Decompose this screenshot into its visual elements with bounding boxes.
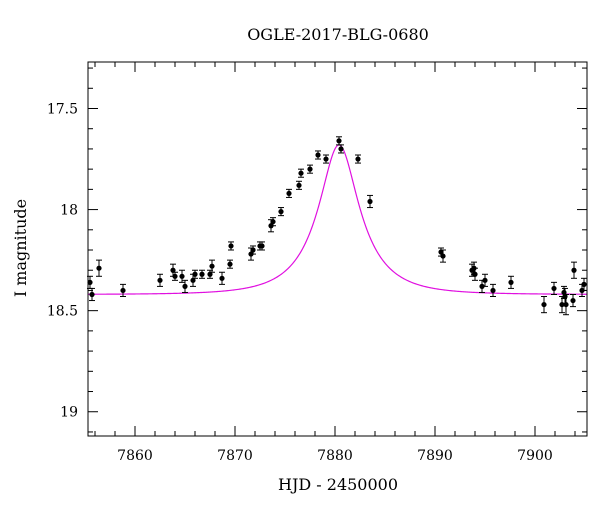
data-point <box>482 273 488 287</box>
point-marker <box>571 267 577 273</box>
data-point <box>440 249 446 263</box>
data-point <box>570 293 576 308</box>
data-point <box>199 269 205 279</box>
point-marker <box>472 271 478 277</box>
plot-frame <box>87 61 588 437</box>
data-point <box>286 188 292 198</box>
data-point <box>209 259 215 273</box>
x-tick-label: 7890 <box>417 448 453 464</box>
data-point <box>355 154 361 164</box>
point-marker <box>440 253 446 259</box>
data-point <box>172 271 178 281</box>
data-point <box>336 136 342 146</box>
data-point <box>259 241 265 251</box>
x-tick-label: 7870 <box>217 448 253 464</box>
x-tick-label: 7860 <box>117 448 153 464</box>
data-point <box>227 259 233 269</box>
data-point <box>296 180 302 190</box>
point-marker <box>250 247 256 253</box>
data-point <box>490 283 496 298</box>
point-marker <box>307 166 313 172</box>
model-curve <box>88 144 587 295</box>
point-marker <box>438 249 444 255</box>
point-marker <box>207 271 213 277</box>
point-marker <box>170 267 176 273</box>
data-point <box>270 217 276 227</box>
chart-title: OGLE-2017-BLG-0680 <box>247 25 429 44</box>
y-tick-label: 17.5 <box>47 101 78 117</box>
y-axis-label: I magnitude <box>11 199 30 297</box>
data-point <box>89 287 95 302</box>
point-marker <box>209 263 215 269</box>
point-marker <box>336 138 342 144</box>
point-marker <box>182 283 188 289</box>
point-marker <box>551 285 557 292</box>
data-point <box>298 168 304 178</box>
point-marker <box>270 219 276 225</box>
point-marker <box>315 152 321 158</box>
point-marker <box>508 279 514 285</box>
point-marker <box>355 156 361 162</box>
data-point <box>472 267 478 281</box>
x-tick-label: 7900 <box>517 448 553 464</box>
data-point <box>157 273 163 287</box>
point-marker <box>286 190 292 197</box>
point-marker <box>120 287 126 294</box>
data-point <box>120 283 126 298</box>
axis-ticks <box>88 62 587 436</box>
point-marker <box>227 261 233 267</box>
data-point <box>541 296 547 314</box>
data-point <box>250 245 256 255</box>
axis-tick-labels: 7860 7870 7880 7890 7900 17.5 18 18.5 19 <box>47 101 553 464</box>
data-point <box>338 144 344 154</box>
point-marker <box>482 277 488 283</box>
point-marker <box>278 209 284 215</box>
data-point <box>571 261 577 279</box>
data-point <box>96 259 102 277</box>
data-point <box>563 293 569 316</box>
point-marker <box>570 297 576 304</box>
point-marker <box>228 243 234 249</box>
point-marker <box>192 271 198 277</box>
data-point <box>228 241 234 251</box>
data-point <box>367 194 373 209</box>
y-tick-label: 18.5 <box>47 304 78 320</box>
data-point <box>315 150 321 160</box>
point-marker <box>172 273 178 279</box>
data-point <box>179 269 185 283</box>
point-marker <box>490 287 496 294</box>
data-point <box>192 269 198 279</box>
point-marker <box>96 265 102 271</box>
y-tick-label: 18 <box>60 203 78 219</box>
data-point <box>182 279 188 293</box>
data-point <box>581 277 587 291</box>
data-point <box>307 164 313 174</box>
point-marker <box>296 182 302 188</box>
data-point <box>278 207 284 217</box>
data-points <box>87 136 587 316</box>
point-marker <box>157 277 163 283</box>
point-marker <box>338 146 344 152</box>
point-marker <box>219 275 225 281</box>
point-marker <box>298 170 304 176</box>
point-marker <box>87 279 93 285</box>
data-point <box>551 281 557 295</box>
point-marker <box>541 301 547 308</box>
point-marker <box>581 281 587 287</box>
x-tick-label: 7880 <box>317 448 353 464</box>
x-axis-label: HJD - 2450000 <box>278 475 398 494</box>
y-tick-label: 19 <box>60 405 78 421</box>
point-marker <box>190 277 196 283</box>
point-marker <box>89 291 95 298</box>
point-marker <box>563 301 569 308</box>
data-point <box>323 154 329 164</box>
point-marker <box>367 198 373 205</box>
point-marker <box>199 271 205 277</box>
data-point <box>219 271 225 285</box>
data-point <box>508 275 514 289</box>
point-marker <box>323 156 329 162</box>
point-marker <box>259 243 265 249</box>
point-marker <box>179 273 185 279</box>
